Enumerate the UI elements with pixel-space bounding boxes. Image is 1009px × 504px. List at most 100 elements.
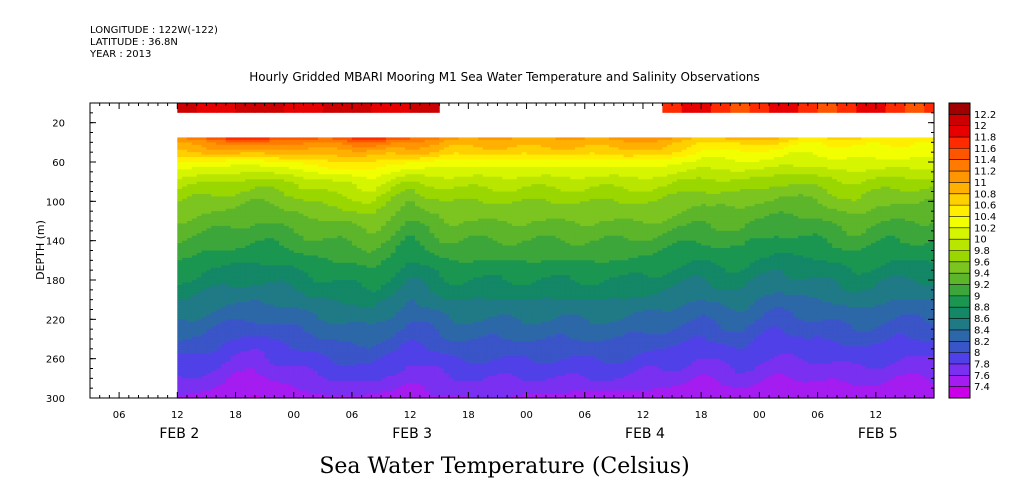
temperature-cell [259,302,266,306]
temperature-cell [187,164,193,168]
temperature-cell [211,319,217,323]
temperature-cell [216,179,222,183]
temperature-cell [250,329,256,333]
temperature-cell [211,230,217,234]
temperature-cell [187,171,193,175]
temperature-cell [264,297,271,301]
temperature-cell [225,255,232,259]
temperature-cell [230,144,237,148]
temperature-cell [201,368,208,372]
temperature-cell [206,348,212,352]
temperature-cell [187,228,193,232]
temperature-cell [211,277,217,281]
temperature-cell [230,260,237,264]
temperature-cell [177,363,183,367]
temperature-cell [269,304,275,308]
temperature-cell [264,324,271,328]
temperature-cell [230,149,237,153]
temperature-cell [245,252,251,257]
temperature-cell [259,248,266,252]
temperature-cell [235,388,241,392]
temperature-cell [245,139,251,143]
temperature-cell [250,260,256,264]
temperature-cell [216,257,222,261]
temperature-cell [216,324,222,328]
temperature-cell [245,174,251,178]
temperature-cell [177,302,183,306]
temperature-cell [211,164,217,168]
temperature-cell [201,238,208,242]
temperature-cell [269,240,275,244]
temperature-cell [206,294,212,298]
temperature-cell [206,346,212,350]
temperature-cell [240,191,246,195]
temperature-cell [191,174,198,178]
temperature-cell [220,142,227,146]
temperature-cell [245,211,251,215]
temperature-cell [230,363,237,367]
temperature-cell [259,137,266,141]
temperature-cell [206,189,212,193]
temperature-cell [225,142,232,146]
temperature-cell [211,211,217,215]
temperature-cell [182,144,188,148]
temperature-cell [264,302,271,306]
temperature-cell [182,142,188,146]
temperature-cell [259,324,266,328]
temperature-cell [182,284,188,288]
temperature-cell [235,252,241,257]
temperature-cell [191,230,198,234]
temperature-cell [216,206,222,210]
temperature-cell [250,233,256,237]
temperature-cell [182,388,188,392]
temperature-cell [177,137,183,141]
temperature-cell [240,147,246,151]
temperature-cell [182,302,188,306]
temperature-cell [187,142,193,146]
temperature-cell [216,390,222,394]
temperature-cell [245,164,251,168]
temperature-cell [264,186,271,190]
temperature-cell [220,275,227,279]
temperature-cell [187,166,193,170]
temperature-cell [269,262,275,266]
temperature-cell [196,390,203,394]
temperature-cell [182,250,188,254]
temperature-cell [259,230,266,234]
temperature-cell [196,255,203,259]
temperature-cell [269,159,275,163]
temperature-cell [220,270,227,274]
temperature-cell [216,169,222,173]
temperature-cell [191,149,198,153]
temperature-cell [269,233,275,237]
temperature-cell [201,299,208,303]
temperature-cell [216,297,222,301]
temperature-cell [182,201,188,205]
temperature-cell [201,243,208,247]
temperature-cell [191,363,198,367]
temperature-cell [240,152,246,156]
temperature-cell [240,235,246,239]
temperature-cell [225,267,232,271]
temperature-cell [182,176,188,180]
temperature-cell [230,206,237,210]
temperature-cell [201,203,208,207]
temperature-cell [206,164,212,168]
temperature-cell [211,137,217,141]
temperature-cell [254,169,261,173]
temperature-cell [216,191,222,195]
temperature-cell [177,176,183,180]
temperature-cell [250,137,256,141]
temperature-cell [245,348,251,352]
temperature-cell [220,257,227,261]
temperature-cell [230,302,237,306]
temperature-cell [235,304,241,308]
temperature-cell [225,189,232,193]
temperature-cell [254,329,261,333]
temperature-cell [182,221,188,225]
temperature-cell [220,287,227,291]
temperature-cell [220,144,227,148]
temperature-cell [216,270,222,274]
temperature-cell [225,299,232,303]
temperature-cell [187,144,193,148]
